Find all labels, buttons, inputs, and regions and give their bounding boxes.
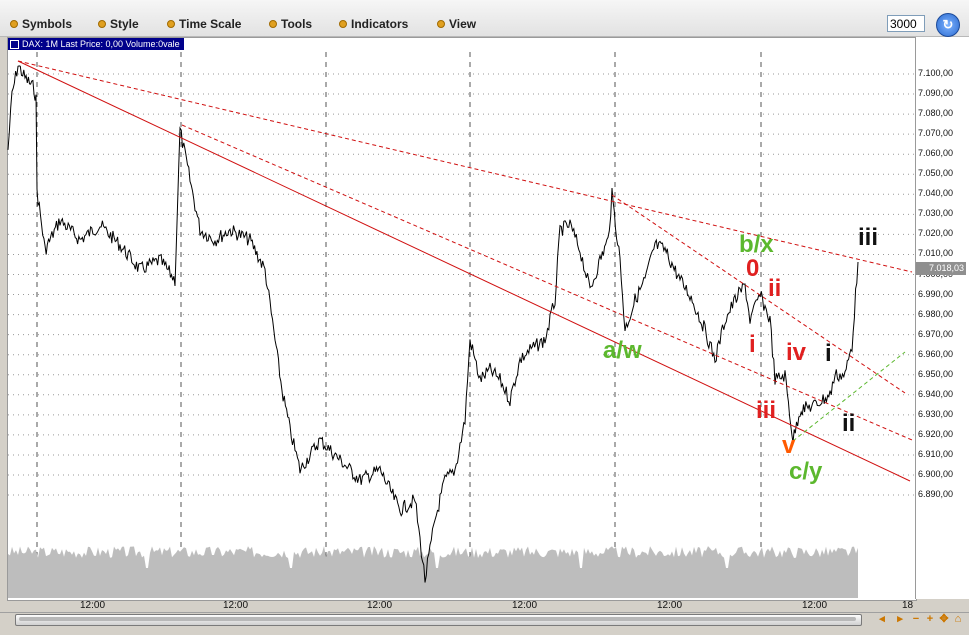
wave-label-cy: c/y (789, 458, 823, 485)
menu-bar: Symbols Style Time Scale Tools Indicator… (0, 0, 969, 37)
menu-time-scale[interactable]: Time Scale (167, 17, 241, 31)
menu-style-label: Style (110, 17, 139, 31)
price-axis (915, 37, 969, 599)
legend-square-icon (10, 39, 19, 49)
wave-label-bx: b/x (739, 231, 774, 258)
menu-bullet-icon (339, 20, 347, 28)
horizontal-gridlines (8, 73, 915, 496)
price-tick-label: 6.950,00 (918, 368, 954, 379)
menu-bullet-icon (167, 20, 175, 28)
price-tick-label: 7.040,00 (918, 188, 954, 199)
price-tick-label: 7.060,00 (918, 148, 954, 159)
last-price-tag: 7.018,03 (916, 262, 966, 275)
trendline-channel-short (611, 194, 906, 394)
menu-view-label: View (449, 17, 477, 31)
scrollbar-thumb[interactable] (19, 617, 856, 621)
time-tick-label: 12:00 (367, 600, 393, 611)
price-tick-label: 6.970,00 (918, 328, 954, 339)
price-tick-label: 6.910,00 (918, 448, 954, 459)
menu-bullet-icon (10, 20, 18, 28)
menu-bullet-icon (98, 20, 106, 28)
chart-legend: DAX: 1M Last Price: 0,00 Volume:0vale (8, 38, 184, 50)
time-tick-label: 12:00 (80, 600, 106, 611)
menu-view[interactable]: View (437, 17, 476, 31)
price-tick-label: 7.100,00 (918, 68, 954, 78)
price-tick-label: 6.960,00 (918, 348, 954, 359)
menu-symbols[interactable]: Symbols (10, 17, 72, 31)
menu-tools[interactable]: Tools (269, 17, 312, 31)
chart-area[interactable] (7, 37, 917, 601)
wave-label-v-red: v (782, 432, 796, 459)
scroll-right-icon[interactable]: ▸ (897, 613, 903, 625)
price-tick-label: 7.020,00 (918, 228, 954, 239)
trendline-parallel-upper (17, 60, 913, 273)
time-tick-label: 12:00 (512, 600, 538, 611)
wave-label-aw: a/w (603, 337, 642, 364)
trendline-main (17, 60, 911, 482)
scroll-left-icon[interactable]: ◂ (879, 613, 885, 625)
zoom-in-icon[interactable]: + (926, 613, 934, 625)
menu-symbols-label: Symbols (22, 17, 73, 31)
price-tick-label: 7.030,00 (918, 208, 954, 219)
menu-bullet-icon (269, 20, 277, 28)
time-tick-label: 12:00 (657, 600, 683, 611)
wave-label-iii-black: iii (858, 224, 879, 251)
volume-area (8, 546, 858, 598)
price-tick-label: 7.010,00 (918, 248, 954, 259)
wave-label-i-red: i (749, 331, 756, 358)
wave-label-iii-red: iii (756, 397, 777, 424)
time-tick-label: 12:00 (802, 600, 828, 611)
wave-label-ii-red: ii (768, 275, 782, 302)
time-tick-label: 18 (902, 600, 914, 611)
price-tick-label: 7.070,00 (918, 128, 954, 139)
price-line (7, 65, 859, 583)
legend-text: DAX: 1M Last Price: 0,00 Volume:0vale (22, 39, 180, 49)
menu-style[interactable]: Style (98, 17, 139, 31)
price-tick-label: 7.050,00 (918, 168, 954, 179)
menu-indicators-label: Indicators (351, 17, 409, 31)
time-scrollbar[interactable] (15, 614, 862, 626)
wave-label-zero: 0 (746, 255, 760, 282)
refresh-icon[interactable]: ↻ (936, 13, 960, 37)
price-tick-label: 6.900,00 (918, 469, 954, 479)
price-tick-label: 6.990,00 (918, 288, 954, 299)
price-tick-label: 6.920,00 (918, 428, 954, 439)
price-tick-label: 6.940,00 (918, 388, 954, 399)
menu-tools-label: Tools (281, 17, 313, 31)
wave-label-i-black: i (825, 340, 832, 367)
wave-label-iv-red: iv (786, 339, 807, 366)
move-icon[interactable]: ✥ (939, 613, 949, 625)
menu-time-scale-label: Time Scale (179, 17, 242, 31)
price-tick-label: 6.930,00 (918, 408, 954, 419)
price-tick-label: 7.090,00 (918, 88, 954, 99)
price-tick-label: 7.080,00 (918, 108, 954, 119)
zoom-out-icon[interactable]: − (912, 613, 920, 625)
menu-bullet-icon (437, 20, 445, 28)
price-tick-label: 6.890,00 (918, 489, 954, 500)
trendline-green (792, 351, 906, 442)
menu-indicators[interactable]: Indicators (339, 17, 408, 31)
home-icon[interactable]: ⌂ (954, 613, 962, 625)
price-tick-label: 6.980,00 (918, 308, 954, 319)
wave-label-ii-black: ii (842, 410, 856, 437)
trendline-parallel-lower (181, 124, 913, 441)
interval-input[interactable] (887, 15, 925, 32)
time-tick-label: 12:00 (223, 600, 249, 611)
